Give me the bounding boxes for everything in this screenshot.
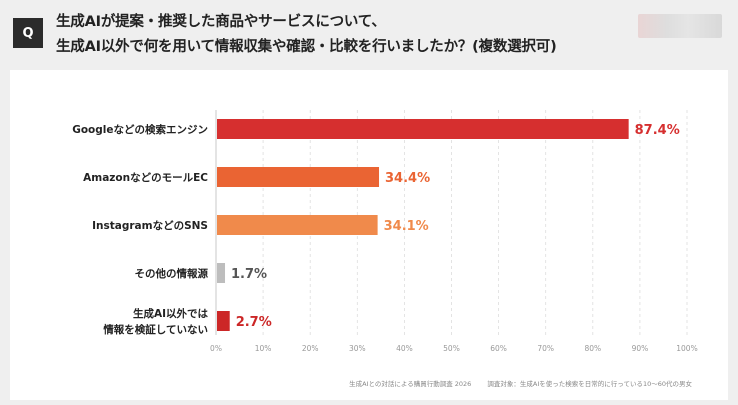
- x-tick-label: 70%: [537, 344, 554, 353]
- x-tick-label: 0%: [210, 344, 222, 353]
- question-text-line2: 生成AI以外で何を用いて情報収集や確認・比較を行いましたか？(複数選択可): [56, 39, 557, 55]
- bar: [217, 167, 380, 187]
- question-header: Q 生成AIが提案・推奨した商品やサービスについて、 生成AI以外で何を用いて情…: [0, 0, 738, 70]
- x-tick-label: 60%: [490, 344, 507, 353]
- category-label: Googleなどの検索エンジン: [72, 123, 208, 136]
- category-label: 情報を検証していない: [103, 323, 208, 336]
- value-label: 1.7%: [231, 267, 267, 282]
- bar: [217, 119, 629, 139]
- category-label: InstagramなどのSNS: [92, 219, 208, 232]
- x-tick-label: 100%: [676, 344, 697, 353]
- value-label: 34.1%: [384, 219, 429, 234]
- x-tick-label: 80%: [584, 344, 601, 353]
- footnote-subject: 調査対象：生成AIを使った検索を日常的に行っている10〜60代の男女: [487, 380, 692, 388]
- chart-card: 0% 10% 20% 30% 40% 50% 60% 70% 80% 90% 100% Googleな…: [10, 70, 728, 400]
- category-label: 生成AI以外では: [133, 307, 209, 320]
- x-tick-label: 30%: [349, 344, 366, 353]
- value-label: 87.4%: [635, 123, 680, 138]
- x-tick-label: 40%: [396, 344, 413, 353]
- footnote: 生成AIとの対話による購買行動調査 2026 調査対象：生成AIを使った検索を日…: [335, 378, 692, 388]
- category-label: その他の情報源: [135, 267, 209, 280]
- question-badge: Q: [13, 18, 43, 48]
- category-label: AmazonなどのモールEC: [83, 171, 208, 184]
- value-label: 2.7%: [236, 315, 272, 330]
- blurred-logo: [638, 14, 722, 38]
- bar-chart: 0% 10% 20% 30% 40% 50% 60% 70% 80% 90% 100% Googleな…: [72, 110, 698, 353]
- x-tick-label: 90%: [632, 344, 649, 353]
- x-tick-label: 20%: [302, 344, 319, 353]
- value-label: 34.4%: [385, 171, 430, 186]
- footnote-source: 生成AIとの対話による購買行動調査 2026: [349, 380, 472, 388]
- question-text-line1: 生成AIが提案・推奨した商品やサービスについて、: [56, 14, 386, 30]
- bar: [217, 311, 230, 331]
- x-tick-label: 50%: [443, 344, 460, 353]
- bar: [217, 215, 378, 235]
- x-tick-label: 10%: [255, 344, 272, 353]
- bar: [217, 263, 226, 283]
